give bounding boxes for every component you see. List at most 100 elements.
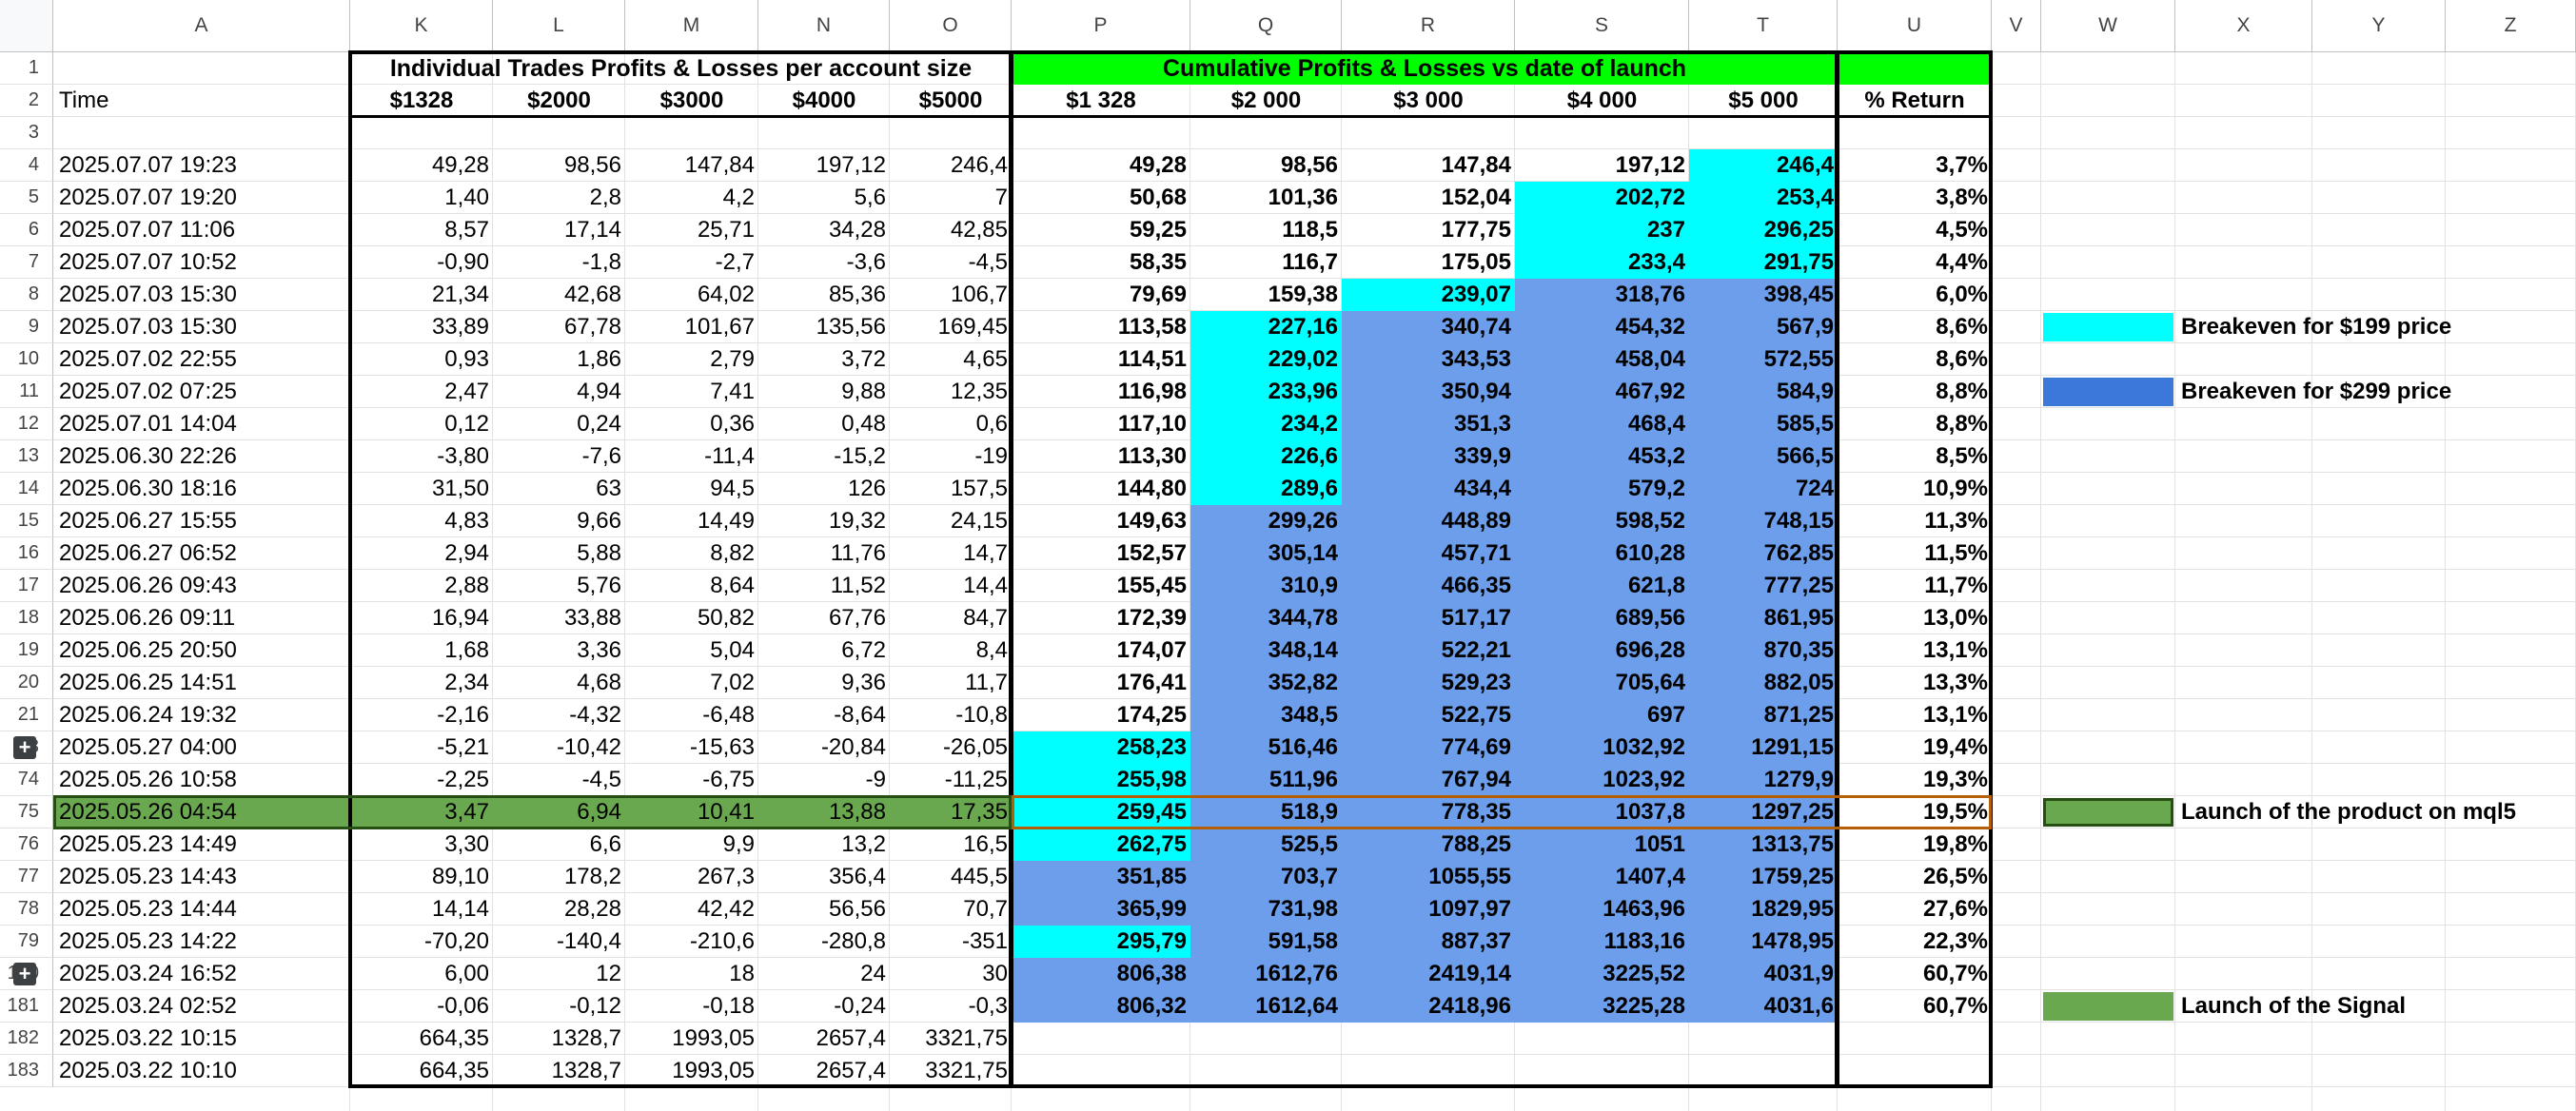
row-header[interactable]: 20	[0, 667, 53, 699]
value-cell: 4,83	[444, 508, 489, 534]
column-header-z[interactable]: Z	[2446, 0, 2576, 52]
value-cell: 64,02	[697, 282, 755, 307]
column-header-v[interactable]: V	[1992, 0, 2041, 52]
value-cell: -15,2	[834, 443, 886, 469]
value-cell: 2657,4	[816, 1025, 886, 1051]
column-header-l[interactable]: L	[493, 0, 625, 52]
row-header[interactable]: 15	[0, 505, 53, 537]
value-cell: 1051	[1515, 828, 1689, 861]
row-header[interactable]: 5	[0, 182, 53, 214]
row-header[interactable]: 7	[0, 246, 53, 279]
row-header[interactable]: 1	[0, 52, 53, 85]
value-cell: 70,7	[963, 896, 1008, 922]
row-header[interactable]: 17	[0, 570, 53, 602]
row-header[interactable]: 11	[0, 376, 53, 408]
column-header-o[interactable]: O	[890, 0, 1012, 52]
row-header[interactable]: 2	[0, 85, 53, 117]
header-size-k: $1328	[389, 88, 454, 113]
value-cell: 4,68	[577, 670, 621, 695]
expand-group-icon[interactable]: +	[13, 963, 36, 985]
row-header[interactable]: 3	[0, 117, 53, 149]
value-cell: 2657,4	[816, 1058, 886, 1083]
row-header[interactable]: 77	[0, 861, 53, 893]
column-header-t[interactable]: T	[1689, 0, 1838, 52]
value-cell: 8,57	[444, 217, 489, 243]
value-cell: 882,05	[1689, 667, 1838, 699]
row-header[interactable]: 181	[0, 990, 53, 1023]
row-header[interactable]: 4	[0, 149, 53, 182]
time-cell: 2025.07.07 10:52	[59, 249, 237, 275]
value-cell: 79,69	[1129, 282, 1187, 307]
value-cell	[758, 117, 890, 149]
value-cell: 246,4	[950, 152, 1008, 178]
value-cell	[350, 117, 493, 149]
value-cell: 233,4	[1515, 246, 1689, 279]
column-gridline	[624, 52, 625, 1111]
row-header[interactable]: 74	[0, 764, 53, 796]
column-header-q[interactable]: Q	[1190, 0, 1342, 52]
row-header[interactable]: 16	[0, 537, 53, 570]
column-header-s[interactable]: S	[1515, 0, 1689, 52]
row-header[interactable]: 18	[0, 602, 53, 634]
column-header-p[interactable]: P	[1012, 0, 1190, 52]
value-cell	[1515, 1023, 1689, 1055]
value-cell: 4031,9	[1689, 958, 1838, 990]
value-cell: -0,90	[437, 249, 489, 275]
value-cell: -7,6	[581, 443, 621, 469]
value-cell: 9,66	[577, 508, 621, 534]
column-gridline	[2445, 52, 2446, 1111]
column-header-w[interactable]: W	[2041, 0, 2175, 52]
value-cell: 1612,76	[1190, 958, 1342, 990]
row-header[interactable]: 75	[0, 796, 53, 828]
value-cell: -5,21	[437, 734, 489, 760]
row-header[interactable]: 12	[0, 408, 53, 440]
column-header-x[interactable]: X	[2175, 0, 2312, 52]
time-cell: 2025.06.26 09:43	[59, 573, 237, 598]
expand-group-icon[interactable]: +	[13, 736, 36, 759]
value-cell: 458,04	[1515, 343, 1689, 376]
row-header[interactable]: 183	[0, 1055, 53, 1087]
value-cell: 118,5	[1282, 217, 1338, 243]
column-header-y[interactable]: Y	[2312, 0, 2446, 52]
value-cell: 7,41	[710, 379, 755, 404]
column-header-a[interactable]: A	[53, 0, 350, 52]
value-cell: 1291,15	[1689, 731, 1838, 764]
value-cell: 1328,7	[551, 1025, 621, 1051]
value-cell: 17,35	[890, 796, 1012, 828]
value-cell: 89,10	[431, 864, 489, 889]
column-header-u[interactable]: U	[1838, 0, 1992, 52]
value-cell: 49,28	[1129, 152, 1187, 178]
row-header[interactable]: 78	[0, 893, 53, 926]
row-header[interactable]: 8	[0, 279, 53, 311]
value-cell	[1838, 1055, 1992, 1087]
value-cell: 778,35	[1342, 796, 1515, 828]
row-header[interactable]: 6	[0, 214, 53, 246]
column-header-r[interactable]: R	[1342, 0, 1515, 52]
column-header-m[interactable]: M	[625, 0, 758, 52]
value-cell: 13,2	[841, 831, 886, 857]
row-header[interactable]: 13	[0, 440, 53, 473]
row-header[interactable]: 19	[0, 634, 53, 667]
value-cell: 3,8%	[1936, 185, 1988, 210]
value-cell: 621,8	[1515, 570, 1689, 602]
row-header[interactable]: 21	[0, 699, 53, 731]
value-cell: -0,12	[569, 993, 621, 1019]
column-header-n[interactable]: N	[758, 0, 890, 52]
value-cell	[1689, 1023, 1838, 1055]
value-cell: 13,1%	[1922, 637, 1988, 663]
row-header[interactable]: 182	[0, 1023, 53, 1055]
value-cell: 8,4	[975, 637, 1008, 663]
value-cell: 22,3%	[1922, 928, 1988, 954]
header-cumulative: Cumulative Profits & Losses vs date of l…	[1012, 52, 1838, 85]
row-header[interactable]: 76	[0, 828, 53, 861]
value-cell: -2,7	[715, 249, 755, 275]
row-header[interactable]: 9	[0, 311, 53, 343]
row-header[interactable]: 14	[0, 473, 53, 505]
row-header[interactable]: 10	[0, 343, 53, 376]
time-cell: 2025.07.01 14:04	[59, 411, 237, 437]
column-header-k[interactable]: K	[350, 0, 493, 52]
select-all-corner[interactable]	[0, 0, 53, 52]
row-gridline	[53, 213, 2576, 214]
value-cell: 806,32	[1012, 990, 1190, 1023]
row-header[interactable]: 79	[0, 926, 53, 958]
